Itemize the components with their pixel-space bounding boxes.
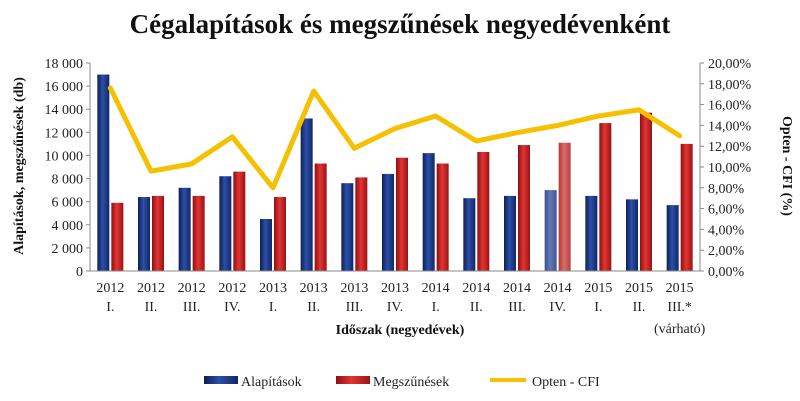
legend-label: Alapítások — [241, 375, 302, 390]
x-tick-quarter: IV. — [549, 300, 565, 315]
x-tick-quarter: I. — [432, 300, 440, 315]
x-tick-year: 2013 — [340, 281, 368, 296]
bar-alapitasok — [97, 74, 110, 271]
bar-megszunesek — [192, 195, 205, 271]
x-tick-note: (várható) — [654, 322, 706, 337]
x-tick-year: 2015 — [666, 281, 694, 296]
bar-alapitasok — [138, 197, 150, 271]
y-axis-title: Alapítások, megszűnések (db) — [12, 77, 27, 255]
y2-tick-label: 20,00% — [708, 57, 752, 72]
bar-alapitasok — [504, 195, 516, 271]
y2-tick-label: 6,00% — [708, 203, 745, 218]
x-tick-quarter: III. — [183, 300, 201, 315]
bar-alapitasok — [666, 205, 679, 271]
x-tick-quarter: I. — [269, 300, 277, 315]
left-axis: 0 2 000 4 000 6 000 8 000 10 000 12 000 14 000 1… — [45, 57, 91, 280]
y-tick-label: 4 000 — [52, 219, 84, 234]
bar-megszunesek — [599, 123, 612, 271]
y2-axis-title: Opten - CFI (%) — [779, 116, 794, 216]
bar-megszunesek — [436, 163, 449, 271]
x-tick-year: 2012 — [96, 281, 124, 296]
bar-megszunesek — [518, 145, 530, 271]
x-axis-title: Időszak (negyedévek) — [336, 323, 465, 338]
bar-alapitasok — [626, 199, 638, 271]
plot-area — [97, 74, 693, 271]
legend-label: Megszűnések — [373, 375, 449, 390]
y-tick-label: 2 000 — [52, 242, 84, 257]
x-tick-year: 2012 — [178, 281, 206, 296]
bar-megszunesek — [152, 195, 164, 271]
x-tick-quarter: IV. — [224, 300, 240, 315]
y-tick-label: 14 000 — [45, 103, 84, 118]
y2-tick-label: 2,00% — [708, 244, 745, 259]
x-tick-year: 2014 — [462, 281, 490, 296]
line-opten-cfi — [107, 85, 683, 191]
x-tick-quarter: III. — [508, 300, 526, 315]
x-tick-year: 2012 — [218, 281, 246, 296]
y2-tick-label: 10,00% — [708, 161, 752, 176]
x-tick-quarter: II. — [633, 300, 646, 315]
x-tick-year: 2015 — [584, 281, 612, 296]
x-tick-quarter: II. — [307, 300, 320, 315]
bar-alapitasok — [544, 190, 557, 271]
x-tick-quarter: II. — [145, 300, 158, 315]
right-axis: 0,00% 2,00% 4,00% 6,00% 8,00% 10,00% 12,00% 14,… — [699, 57, 752, 280]
bar-alapitasok — [341, 183, 354, 271]
x-tick-year: 2013 — [381, 281, 409, 296]
bar-megszunesek — [233, 171, 246, 271]
x-tick-year: 2015 — [625, 281, 653, 296]
x-tick-quarter: III.* — [667, 300, 692, 315]
bar-alapitasok — [300, 118, 313, 271]
x-tick-year: 2013 — [300, 281, 328, 296]
x-tick-year: 2013 — [259, 281, 287, 296]
chart-title: Cégalapítások és megszűnések negyedévenk… — [130, 9, 671, 39]
legend-swatch-alapitasok — [204, 376, 238, 384]
bar-alapitasok — [382, 173, 394, 271]
legend-swatch-megszunesek — [336, 376, 370, 384]
y-tick-label: 6 000 — [52, 196, 84, 211]
y-tick-label: 12 000 — [45, 126, 84, 141]
y-tick-label: 8 000 — [52, 173, 84, 188]
y2-tick-label: 0,00% — [708, 265, 745, 280]
bar-megszunesek — [396, 157, 408, 271]
x-tick-quarter: II. — [470, 300, 483, 315]
y2-tick-label: 12,00% — [708, 140, 752, 155]
y2-tick-label: 18,00% — [708, 78, 752, 93]
bar-alapitasok — [219, 176, 232, 271]
x-tick-quarter: I. — [106, 300, 114, 315]
bar-alapitasok — [585, 195, 598, 271]
bar-megszunesek — [314, 163, 327, 271]
y-tick-label: 0 — [76, 265, 83, 280]
x-tick-quarter: IV. — [387, 300, 403, 315]
y-tick-label: 10 000 — [45, 149, 84, 164]
x-tick-year: 2012 — [137, 281, 165, 296]
bar-megszunesek — [680, 143, 693, 271]
bar-megszunesek — [477, 151, 490, 271]
x-axis: 2012 I. 2012 II. 2012 III. 2012 IV. 2013 I. 2013 II… — [90, 270, 706, 337]
x-tick-quarter: I. — [594, 300, 602, 315]
bar-alapitasok — [178, 187, 191, 271]
legend-label: Opten - CFI — [532, 375, 600, 390]
bar-megszunesek — [111, 202, 124, 271]
x-tick-quarter: III. — [346, 300, 364, 315]
y2-tick-label: 4,00% — [708, 223, 745, 238]
bar-megszunesek — [355, 177, 368, 271]
y2-tick-label: 8,00% — [708, 182, 745, 197]
bar-megszunesek — [558, 142, 571, 271]
bar-alapitasok — [463, 198, 476, 271]
y2-tick-label: 14,00% — [708, 119, 752, 134]
bar-megszunesek — [274, 197, 286, 271]
x-tick-year: 2014 — [544, 281, 572, 296]
y-tick-label: 16 000 — [45, 80, 84, 95]
y2-tick-label: 16,00% — [708, 99, 752, 114]
bar-alapitasok — [422, 153, 435, 271]
legend: Alapítások Megszűnések Opten - CFI — [204, 375, 600, 390]
y-tick-label: 18 000 — [45, 57, 84, 72]
x-tick-year: 2014 — [422, 281, 450, 296]
bar-megszunesek — [640, 112, 652, 271]
bar-alapitasok — [260, 219, 272, 271]
x-tick-year: 2014 — [503, 281, 531, 296]
